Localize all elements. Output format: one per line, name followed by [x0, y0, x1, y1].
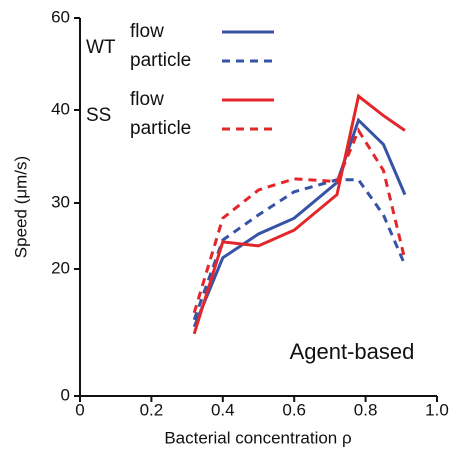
x-tick-label: 0.4	[211, 400, 235, 419]
y-axis-label: Speed (μm/s)	[11, 156, 30, 258]
legend-label: flow	[130, 89, 164, 110]
annotation: Agent-based	[290, 339, 415, 364]
x-tick-label: 1.0	[425, 400, 449, 419]
legend-label: particle	[130, 50, 191, 71]
x-tick-label: 0.8	[354, 400, 378, 419]
legend-label: flow	[130, 21, 164, 42]
x-tick-label: 0	[75, 400, 84, 419]
legend-group: SS	[86, 105, 111, 126]
legend-group: WT	[86, 37, 116, 58]
y-tick-label: 40	[51, 99, 70, 118]
y-tick-label: 20	[51, 258, 70, 277]
y-tick-label: 0	[61, 385, 70, 404]
series-line	[192, 127, 407, 314]
y-tick-label: 60	[51, 7, 70, 26]
series-line	[192, 178, 407, 321]
x-axis-label: Bacterial concentration ρ	[164, 428, 351, 447]
x-tick-label: 0.2	[140, 400, 164, 419]
series-line	[192, 117, 407, 328]
x-tick-label: 0.6	[282, 400, 306, 419]
series-line	[192, 93, 406, 335]
y-tick-label: 30	[51, 192, 70, 211]
legend-label: particle	[130, 118, 191, 139]
